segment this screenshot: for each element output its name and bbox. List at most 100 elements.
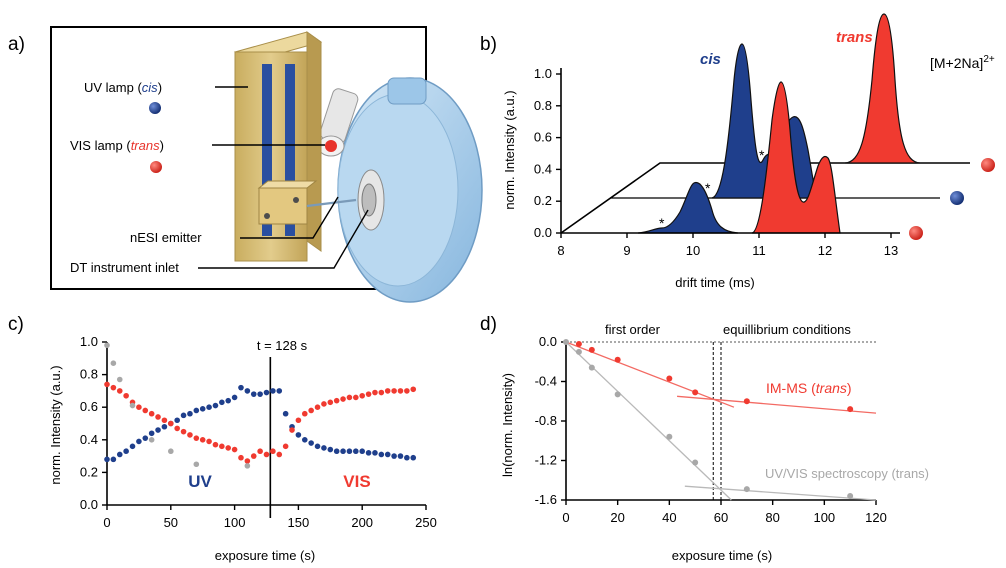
c-point-red	[231, 446, 238, 453]
c-point-red	[168, 420, 174, 427]
c-point-red	[219, 443, 225, 450]
back-trace-trans-icon	[981, 158, 995, 172]
c-point-red	[136, 404, 142, 411]
star-front: *	[659, 215, 665, 231]
d-region-equilibrium: equillibrium conditions	[723, 322, 851, 337]
c-point-gray	[148, 437, 155, 443]
c-point-blue	[270, 388, 276, 394]
c-point-red	[346, 394, 353, 401]
star-back: *	[759, 147, 765, 163]
c-point-red	[199, 437, 206, 443]
d-y-tick-label: -1.2	[535, 453, 557, 468]
c-point-blue	[353, 448, 359, 455]
c-point-blue	[410, 454, 417, 461]
c-point-red	[142, 407, 149, 414]
c-x-axis-title: exposure time (s)	[215, 548, 315, 563]
d-y-axis-title: ln(norm. Intensity)	[500, 373, 515, 477]
c-x-tick-label: 150	[288, 515, 310, 530]
panel-b: b) 8 9 10 11 12 13 0.0 0.2 0.4 0.6 0.8 1.0 drift ti…	[480, 13, 995, 290]
ion-label: [M+2Na]2+	[930, 54, 995, 71]
inlet-plate-face	[337, 93, 459, 287]
c-point-blue	[193, 407, 200, 414]
c-region-uv: UV	[188, 472, 212, 491]
c-y-tick-label: 0.4	[80, 432, 98, 447]
d-point-red	[692, 389, 699, 396]
inlet-orifice-inner	[361, 183, 377, 217]
d-point-gray	[743, 486, 750, 493]
c-y-axis-title: norm. Intensity (a.u.)	[48, 365, 63, 484]
c-point-blue	[142, 435, 149, 441]
b-y-axis-title: norm. Intensity (a.u.)	[502, 90, 517, 209]
c-point-gray	[244, 463, 251, 469]
c-y-tick-label: 0.6	[80, 399, 98, 414]
d-x-tick-label: 100	[813, 510, 835, 525]
b-ticks: 8 9 10 11 12 13 0.0 0.2 0.4 0.6 0.8 1.0	[534, 66, 898, 258]
c-point-red	[206, 438, 212, 445]
trace-middle-blue	[711, 43, 819, 199]
middle-trace-cis-icon	[950, 191, 964, 205]
d-point-red	[614, 356, 621, 363]
c-annotation-t: t = 128 s	[257, 338, 308, 353]
c-point-blue	[340, 448, 346, 455]
c-x-tick-label: 0	[103, 515, 110, 530]
c-point-blue	[391, 453, 397, 459]
c-point-red	[391, 388, 397, 394]
c-point-red	[250, 453, 257, 459]
c-point-blue	[282, 410, 289, 417]
c-point-gray	[168, 448, 174, 455]
c-point-blue	[199, 406, 206, 412]
c-point-blue	[123, 448, 129, 455]
d-series-imms-label: IM-MS (trans)	[766, 380, 852, 396]
d-x-tick-label: 0	[562, 510, 569, 525]
c-point-blue	[231, 394, 238, 401]
c-x-tick-label: 250	[415, 515, 437, 530]
c-point-red	[123, 392, 129, 399]
b-x-axis-title: drift time (ms)	[675, 275, 754, 290]
c-point-red	[110, 384, 117, 391]
c-point-blue	[238, 384, 244, 391]
c-point-red	[148, 410, 155, 417]
c-region-vis: VIS	[343, 472, 370, 491]
holder-stripe-left	[262, 64, 272, 236]
c-y-tick-label: 0.2	[80, 464, 98, 479]
c-point-blue	[212, 402, 219, 409]
c-point-blue	[327, 446, 334, 453]
d-point-gray	[847, 493, 854, 500]
c-point-blue	[155, 427, 161, 433]
c-point-red	[180, 428, 187, 435]
c-point-blue	[257, 391, 263, 397]
c-point-red	[353, 394, 359, 401]
d-x-axis-title: exposure time (s)	[672, 548, 772, 563]
d-region-first-order: first order	[605, 322, 661, 337]
c-point-red	[276, 451, 283, 458]
c-point-red	[365, 391, 372, 397]
c-point-blue	[174, 417, 180, 424]
d-point-red	[588, 346, 595, 353]
c-point-red	[410, 386, 417, 393]
c-point-red	[263, 451, 270, 458]
d-point-gray	[575, 348, 582, 355]
d-point-gray	[614, 391, 621, 398]
c-point-blue	[161, 423, 168, 430]
b-x-tick-label: 12	[818, 243, 832, 258]
c-point-red	[314, 404, 321, 411]
c-point-gray	[104, 342, 110, 349]
inlet-label: DT instrument inlet	[70, 260, 179, 275]
emitter-label: nESI emitter	[130, 230, 202, 245]
panel-c: c) 0 50 100 150 200 250 0.0 0.2 0.4 0.6 0.8 1.0 t =…	[8, 314, 437, 563]
c-point-red	[193, 435, 200, 441]
holder-stripe-right	[285, 64, 295, 236]
c-point-blue	[295, 432, 302, 438]
d-x-tick-label: 40	[662, 510, 676, 525]
c-axes: 0 50 100 150 200 250 0.0 0.2 0.4 0.6 0.8 1.0	[80, 334, 437, 530]
c-point-red	[295, 417, 302, 424]
d-y-tick-label: -0.4	[535, 374, 557, 389]
c-point-blue	[187, 410, 193, 417]
panel-label-a: a)	[8, 34, 25, 55]
d-point-gray	[692, 459, 699, 466]
lamp-red-light	[325, 140, 337, 152]
c-point-blue	[244, 388, 251, 394]
c-point-blue	[359, 448, 366, 455]
c-point-red	[404, 388, 410, 394]
c-point-blue	[263, 389, 270, 396]
